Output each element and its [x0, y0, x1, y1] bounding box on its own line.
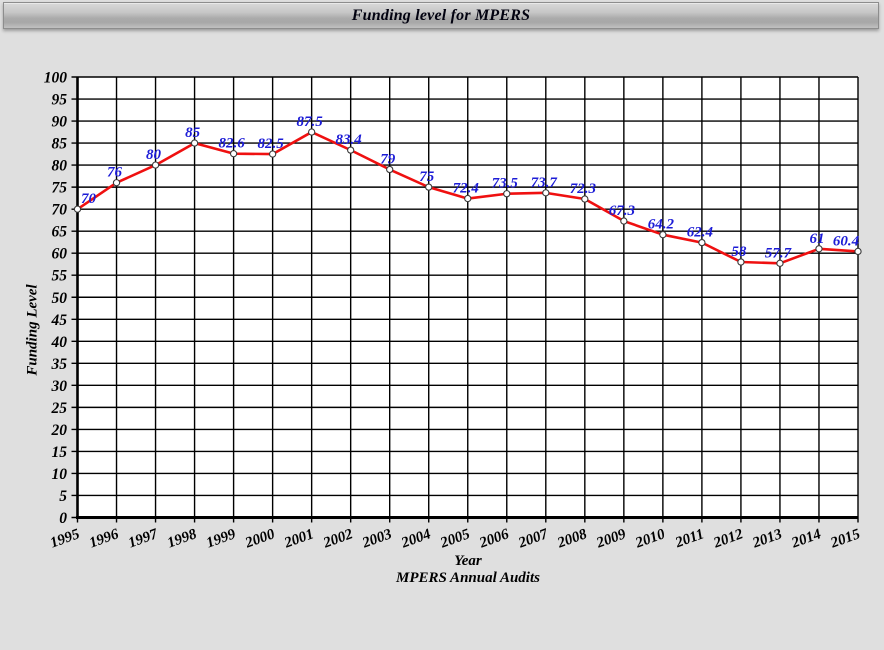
x-tick-label: 2010 — [633, 526, 668, 552]
data-point-label: 61 — [809, 231, 824, 247]
y-tick-label: 20 — [51, 422, 68, 439]
x-axis-title: Year — [454, 553, 482, 569]
x-tick-label: 2014 — [789, 526, 824, 552]
y-tick-label: 25 — [51, 400, 68, 417]
data-point-marker — [503, 190, 511, 198]
x-tick-label: 2015 — [828, 526, 863, 552]
data-point-marker — [854, 247, 862, 256]
y-tick-label: 50 — [52, 290, 68, 307]
data-point-marker — [268, 150, 277, 158]
x-tick-label: 2008 — [555, 526, 590, 552]
y-tick-label: 95 — [52, 92, 68, 109]
data-point-marker — [659, 231, 667, 239]
data-point-label: 73.5 — [492, 176, 519, 192]
y-tick-label: 15 — [52, 444, 68, 461]
data-point-label: 79 — [380, 152, 396, 168]
data-point-marker — [815, 245, 823, 253]
data-point-label: 60.4 — [833, 233, 860, 249]
x-tick-label: 2002 — [320, 526, 355, 552]
data-point-marker — [698, 238, 706, 247]
data-point-label: 82.6 — [218, 136, 245, 152]
data-point-label: 72.3 — [570, 181, 597, 197]
y-tick-label: 100 — [44, 70, 68, 87]
data-point-marker — [464, 194, 472, 203]
data-point-marker — [112, 179, 121, 187]
data-point-label: 83.4 — [336, 132, 363, 148]
data-point-label: 85 — [185, 125, 201, 141]
y-tick-label: 85 — [52, 136, 68, 153]
y-axis-title: Funding Level — [24, 284, 41, 376]
data-point-marker — [190, 139, 199, 147]
data-point-marker — [386, 165, 394, 174]
data-point-label: 87.5 — [297, 114, 324, 130]
y-tick-label: 60 — [52, 246, 68, 263]
data-point-label: 58 — [731, 244, 747, 260]
x-axis-subtitle: MPERS Annual Audits — [396, 570, 540, 586]
y-tick-label: 75 — [52, 180, 68, 197]
window-title-bar: Funding level for MPERS — [3, 2, 879, 29]
gridlines — [71, 76, 859, 523]
x-tick-label: 2000 — [242, 526, 277, 552]
data-point-marker — [425, 183, 433, 191]
y-tick-label: 40 — [51, 334, 68, 351]
y-tick-label: 80 — [52, 158, 68, 175]
data-point-marker — [347, 146, 355, 154]
x-tick-label: 1997 — [126, 526, 160, 551]
data-point-marker — [151, 161, 160, 169]
data-point-marker — [620, 217, 628, 225]
data-point-markers — [73, 128, 862, 267]
data-point-marker — [307, 128, 316, 136]
data-point-marker — [581, 195, 589, 203]
x-tick-label: 2001 — [281, 526, 316, 552]
data-point-label: 80 — [146, 147, 162, 163]
data-point-label: 57.7 — [765, 245, 792, 261]
y-tick-label: 35 — [51, 356, 68, 373]
y-tick-label: 55 — [52, 268, 68, 285]
data-point-label: 76 — [107, 165, 123, 181]
x-tick-label: 2003 — [359, 526, 394, 552]
y-axis-tick-labels: 0 5 10 15 20 25 30 35 40 45 50 55 60 65 70 75 80 85 90 95 10… — [44, 70, 68, 528]
data-point-label: 73.7 — [531, 175, 558, 191]
x-tick-label: 2009 — [594, 526, 629, 552]
window-title: Funding level for MPERS — [351, 6, 531, 24]
data-point-label: 70 — [81, 191, 97, 207]
data-point-label: 67.3 — [609, 203, 636, 219]
x-tick-label: 1998 — [165, 526, 199, 551]
x-tick-label: 2006 — [477, 526, 512, 552]
data-point-label: 64.2 — [648, 217, 675, 233]
x-tick-label: 2011 — [672, 526, 706, 551]
data-point-label: 82.5 — [258, 136, 285, 152]
data-point-marker — [229, 149, 238, 158]
x-tick-label: 2012 — [711, 526, 746, 552]
x-tick-label: 2007 — [516, 526, 551, 552]
x-axis-tick-labels: 1995 1996 1997 1998 1999 2000 2001 2002 2003 2004… — [48, 526, 863, 552]
funding-level-chart: 0 5 10 15 20 25 30 35 40 45 50 55 60 65 70 75 80 85 90 95 10… — [44, 70, 863, 552]
data-point-label: 72.4 — [453, 181, 480, 197]
y-tick-label: 30 — [51, 378, 68, 395]
x-tick-label: 1996 — [87, 526, 121, 551]
x-axis-title-block: Year MPERS Annual Audits — [288, 553, 648, 587]
y-tick-label: 90 — [52, 114, 68, 131]
x-tick-label: 2004 — [398, 526, 433, 552]
y-tick-label: 65 — [52, 224, 68, 241]
x-tick-label: 1995 — [48, 526, 82, 551]
y-tick-label: 10 — [52, 466, 68, 483]
data-point-label: 62.4 — [687, 225, 714, 241]
data-point-marker — [73, 205, 82, 213]
y-tick-label: 70 — [52, 202, 68, 219]
axes — [76, 77, 858, 519]
x-tick-label: 1999 — [204, 526, 238, 551]
data-point-marker — [737, 258, 745, 266]
data-point-labels: 70 76 80 85 82.6 82.5 87.5 83.4 79 75 72.4 73.5 73.7… — [81, 114, 860, 261]
data-point-marker — [542, 189, 550, 197]
y-tick-label: 0 — [59, 510, 67, 527]
data-point-label: 75 — [419, 169, 435, 185]
data-point-marker — [776, 259, 784, 267]
y-tick-label: 5 — [59, 488, 67, 505]
y-tick-label: 45 — [51, 312, 68, 329]
x-tick-label: 2013 — [750, 526, 785, 552]
x-tick-label: 2005 — [438, 526, 473, 552]
chart-region: 0 5 10 15 20 25 30 35 40 45 50 55 60 65 70 75 80 85 90 95 10… — [0, 32, 884, 650]
